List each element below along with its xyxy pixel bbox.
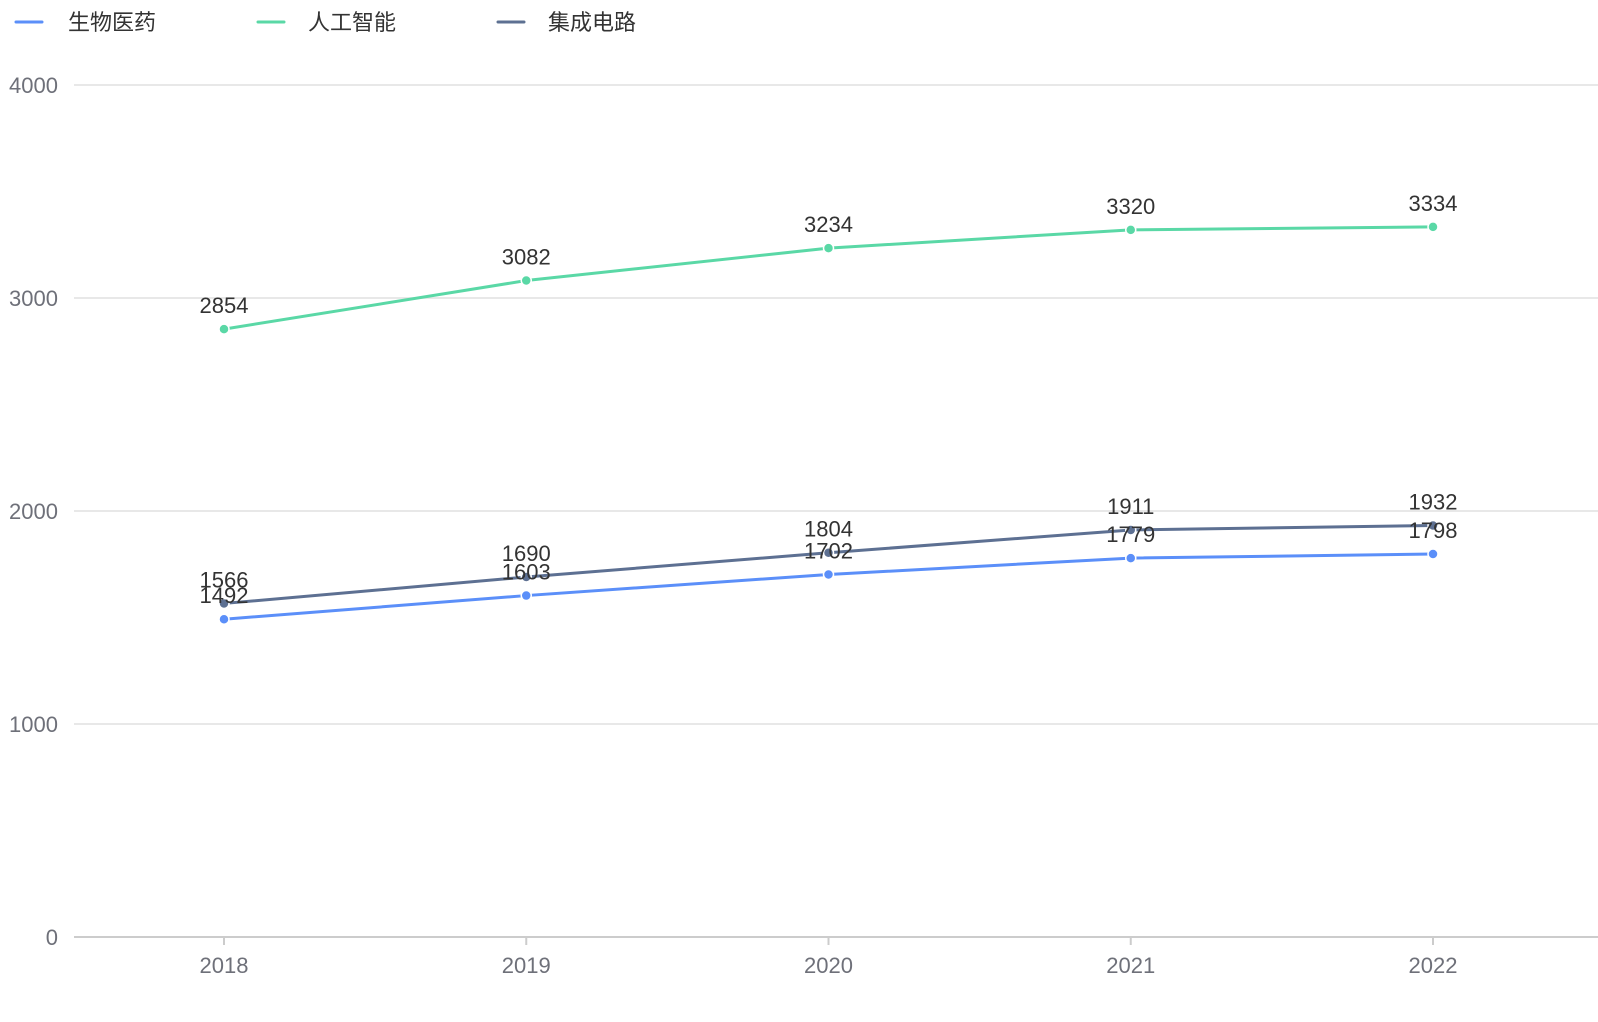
- y-tick-label: 3000: [9, 286, 58, 311]
- x-tick-label: 2018: [200, 953, 249, 978]
- data-point-ic[interactable]: [822, 546, 835, 559]
- data-point-ai[interactable]: [822, 242, 835, 254]
- legend-item-biomedicine[interactable]: 生物医药: [14, 11, 156, 36]
- data-point-biomedicine[interactable]: [1427, 548, 1439, 560]
- data-label-ai: 3082: [502, 245, 551, 270]
- data-label-ic: 1566: [200, 567, 249, 592]
- data-point-ai[interactable]: [520, 274, 532, 287]
- data-label-ai: 3334: [1409, 191, 1458, 216]
- series-line-ai[interactable]: [222, 225, 1435, 331]
- data-label-ic: 1690: [502, 541, 551, 566]
- data-point-ic[interactable]: [1125, 524, 1137, 536]
- legend-label-ic: 集成电路: [548, 11, 636, 36]
- data-point-ic[interactable]: [520, 571, 532, 583]
- data-point-biomedicine[interactable]: [218, 613, 230, 625]
- y-tick-label: 0: [46, 925, 58, 950]
- legend-item-ai[interactable]: 人工智能: [256, 11, 396, 36]
- y-tick-label: 2000: [9, 499, 58, 524]
- data-point-biomedicine[interactable]: [822, 568, 835, 581]
- y-tick-label: 4000: [9, 73, 58, 98]
- data-label-ic: 1804: [804, 517, 853, 542]
- data-label-ai: 2854: [200, 293, 249, 318]
- x-tick-label: 2022: [1409, 953, 1458, 978]
- y-axis: 0 1000 2000 3000 4000: [9, 73, 58, 950]
- data-point-biomedicine[interactable]: [520, 589, 532, 602]
- legend-item-ic[interactable]: 集成电路: [496, 11, 636, 36]
- data-point-ai[interactable]: [1125, 224, 1137, 236]
- data-point-ic[interactable]: [218, 597, 230, 610]
- data-point-biomedicine[interactable]: [1125, 552, 1137, 564]
- data-point-ai[interactable]: [1427, 221, 1439, 233]
- data-label-biomedicine: 1702: [804, 538, 853, 563]
- series-points: [218, 221, 1439, 625]
- grid: [74, 84, 1598, 725]
- legend-label-biomedicine: 生物医药: [68, 11, 156, 36]
- data-label-biomedicine: 1779: [1106, 522, 1155, 547]
- x-axis: 2018 2019 2020 2021 2022: [74, 936, 1598, 978]
- legend: 生物医药 人工智能 集成电路: [14, 11, 636, 36]
- data-label-biomedicine: 1798: [1409, 518, 1458, 543]
- data-label-biomedicine: 1603: [502, 560, 551, 585]
- data-label-ic: 1932: [1409, 489, 1458, 514]
- data-label-ai: 3234: [804, 212, 853, 237]
- data-point-ai[interactable]: [218, 323, 230, 335]
- data-label-ai: 3320: [1106, 194, 1155, 219]
- data-point-ic[interactable]: [1427, 519, 1439, 532]
- data-labels: 1492 1603 1702 1779 1798 2854 3082 3234 3320 3334…: [200, 191, 1458, 608]
- legend-label-ai: 人工智能: [308, 11, 396, 36]
- y-tick-label: 1000: [9, 712, 58, 737]
- data-label-ic: 1911: [1107, 494, 1154, 519]
- x-tick-label: 2019: [502, 953, 551, 978]
- x-tick-label: 2020: [804, 953, 853, 978]
- x-tick-label: 2021: [1106, 953, 1155, 978]
- data-label-biomedicine: 1492: [200, 583, 249, 608]
